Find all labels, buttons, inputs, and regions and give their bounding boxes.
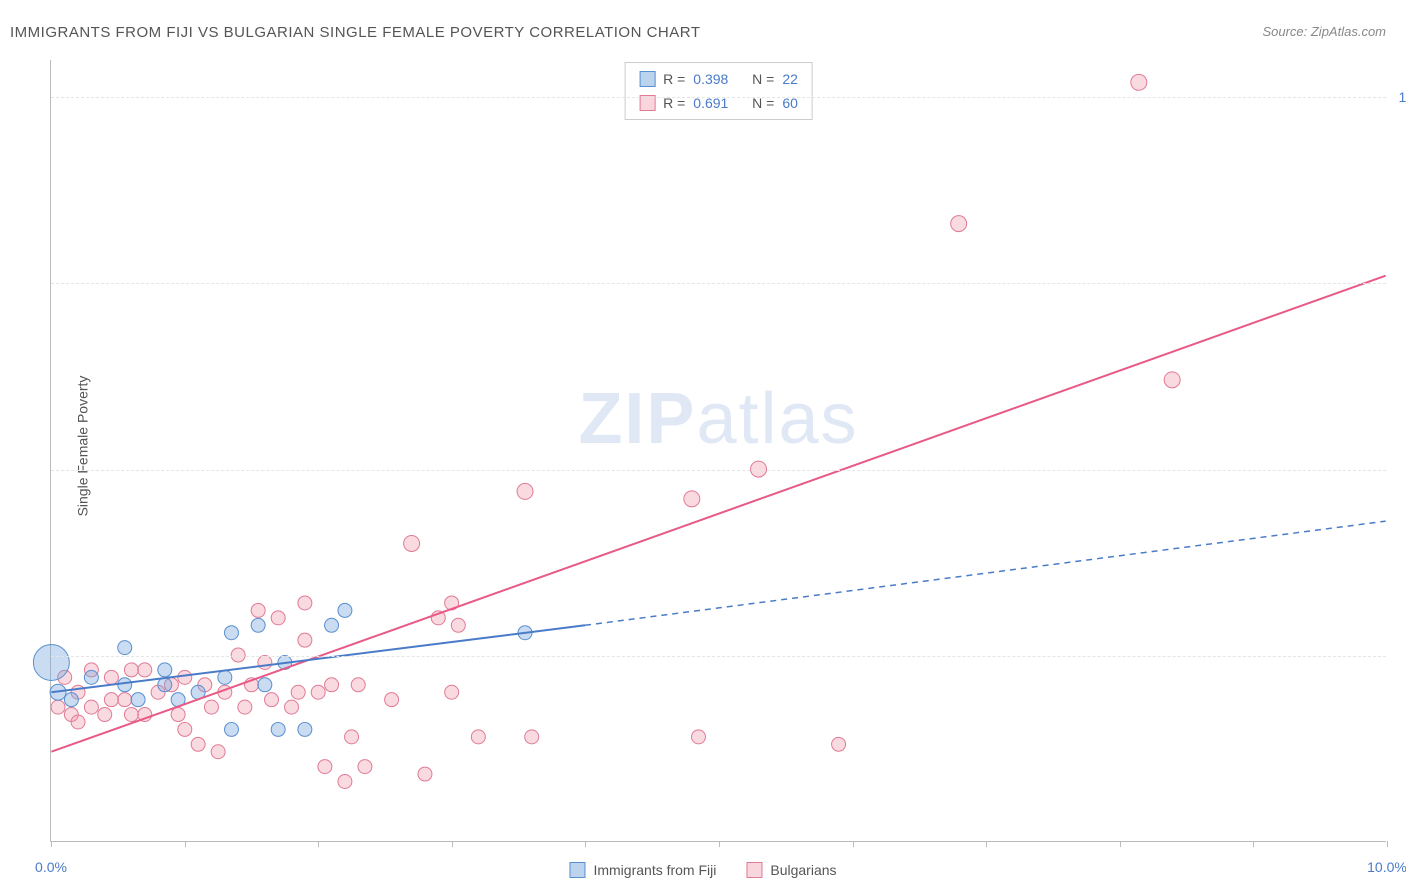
data-point — [64, 693, 78, 707]
data-point — [258, 655, 272, 669]
data-point — [84, 700, 98, 714]
x-tick — [51, 841, 52, 847]
legend-label: Immigrants from Fiji — [593, 862, 716, 878]
data-point — [104, 670, 118, 684]
chart-title: IMMIGRANTS FROM FIJI VS BULGARIAN SINGLE… — [10, 24, 701, 41]
data-point — [404, 535, 420, 551]
data-point — [1131, 74, 1147, 90]
data-point — [71, 715, 85, 729]
series-legend: Immigrants from Fiji Bulgarians — [569, 862, 836, 878]
data-point — [224, 722, 238, 736]
data-point — [118, 641, 132, 655]
x-tick — [1253, 841, 1254, 847]
data-point — [311, 685, 325, 699]
x-tick — [585, 841, 586, 847]
data-point — [171, 708, 185, 722]
data-point — [271, 722, 285, 736]
data-point — [191, 737, 205, 751]
data-point — [451, 618, 465, 632]
data-point — [138, 663, 152, 677]
data-point — [351, 678, 365, 692]
legend-swatch — [746, 862, 762, 878]
data-point — [158, 663, 172, 677]
x-tick — [986, 841, 987, 847]
x-tick-label: 10.0% — [1367, 859, 1406, 875]
x-tick — [1120, 841, 1121, 847]
legend-item: Bulgarians — [746, 862, 836, 878]
data-point — [1164, 372, 1180, 388]
data-point — [445, 685, 459, 699]
data-point — [298, 633, 312, 647]
data-point — [84, 670, 98, 684]
data-point — [118, 693, 132, 707]
data-point — [345, 730, 359, 744]
x-tick — [185, 841, 186, 847]
data-point — [238, 700, 252, 714]
trend-line-fiji-dashed — [585, 521, 1386, 625]
data-point — [291, 685, 305, 699]
gridline-h — [51, 97, 1386, 98]
data-point — [385, 693, 399, 707]
data-point — [318, 760, 332, 774]
data-point — [178, 722, 192, 736]
plot-svg — [51, 60, 1386, 841]
x-tick — [853, 841, 854, 847]
legend-swatch — [569, 862, 585, 878]
data-point — [338, 603, 352, 617]
data-point — [98, 708, 112, 722]
data-point — [265, 693, 279, 707]
data-point — [285, 700, 299, 714]
data-point — [124, 708, 138, 722]
x-tick — [1387, 841, 1388, 847]
data-point — [158, 678, 172, 692]
data-point — [211, 745, 225, 759]
x-tick — [719, 841, 720, 847]
data-point — [251, 618, 265, 632]
y-tick-label: 100.0% — [1399, 89, 1406, 105]
chart-container: IMMIGRANTS FROM FIJI VS BULGARIAN SINGLE… — [0, 0, 1406, 892]
data-point — [51, 700, 65, 714]
source-label: Source: ZipAtlas.com — [1262, 24, 1386, 39]
gridline-h — [51, 470, 1386, 471]
data-point — [124, 663, 138, 677]
data-point — [251, 603, 265, 617]
plot-area: ZIPatlas R =0.398 N =22R =0.691 N =60 25… — [50, 60, 1386, 842]
x-tick — [318, 841, 319, 847]
gridline-h — [51, 656, 1386, 657]
data-point — [258, 678, 272, 692]
data-point — [271, 611, 285, 625]
data-point — [131, 693, 145, 707]
data-point — [418, 767, 432, 781]
data-point — [298, 596, 312, 610]
data-point — [684, 491, 700, 507]
data-point — [298, 722, 312, 736]
data-point — [951, 216, 967, 232]
data-point — [118, 678, 132, 692]
data-point — [517, 483, 533, 499]
data-point — [325, 618, 339, 632]
gridline-h — [51, 283, 1386, 284]
data-point — [325, 678, 339, 692]
data-point — [832, 737, 846, 751]
data-point — [471, 730, 485, 744]
trend-line-bulgarians — [51, 276, 1385, 752]
x-tick-label: 0.0% — [35, 859, 67, 875]
data-point — [204, 700, 218, 714]
data-point — [33, 645, 69, 681]
legend-item: Immigrants from Fiji — [569, 862, 716, 878]
data-point — [525, 730, 539, 744]
x-tick — [452, 841, 453, 847]
data-point — [691, 730, 705, 744]
data-point — [104, 693, 118, 707]
data-point — [224, 626, 238, 640]
legend-label: Bulgarians — [770, 862, 836, 878]
data-point — [338, 775, 352, 789]
data-point — [358, 760, 372, 774]
data-point — [218, 670, 232, 684]
trend-line-fiji-solid — [51, 625, 585, 692]
data-point — [178, 670, 192, 684]
